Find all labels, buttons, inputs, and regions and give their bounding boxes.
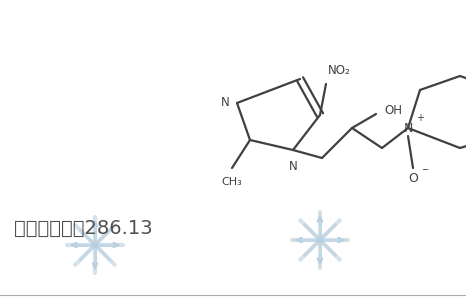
Text: ─: ─ bbox=[422, 166, 428, 174]
Text: NO₂: NO₂ bbox=[328, 63, 351, 77]
Text: O: O bbox=[408, 171, 418, 185]
Text: N: N bbox=[220, 96, 229, 109]
Text: 摩尔分子量：286.13: 摩尔分子量：286.13 bbox=[14, 218, 153, 238]
Text: N: N bbox=[403, 121, 413, 135]
Text: CH₃: CH₃ bbox=[222, 177, 242, 187]
Text: +: + bbox=[416, 113, 424, 123]
Text: OH: OH bbox=[384, 103, 402, 117]
Text: N: N bbox=[288, 160, 297, 173]
